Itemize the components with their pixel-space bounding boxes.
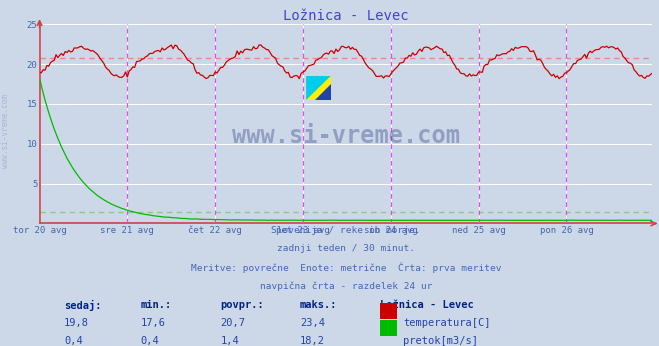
Text: 0,4: 0,4 bbox=[64, 336, 83, 346]
Bar bbox=[380, 303, 397, 319]
Text: Slovenija / reke in morje.: Slovenija / reke in morje. bbox=[272, 226, 420, 235]
Text: 23,4: 23,4 bbox=[300, 318, 325, 328]
Text: zadnji teden / 30 minut.: zadnji teden / 30 minut. bbox=[277, 244, 415, 253]
Text: sedaj:: sedaj: bbox=[64, 300, 101, 311]
Text: Ložnica - Levec: Ložnica - Levec bbox=[380, 300, 473, 310]
Text: pretok[m3/s]: pretok[m3/s] bbox=[403, 336, 478, 346]
Text: maks.:: maks.: bbox=[300, 300, 337, 310]
Text: navpična črta - razdelek 24 ur: navpična črta - razdelek 24 ur bbox=[260, 281, 432, 291]
Text: 17,6: 17,6 bbox=[140, 318, 165, 328]
Polygon shape bbox=[306, 76, 331, 100]
Text: 18,2: 18,2 bbox=[300, 336, 325, 346]
Text: min.:: min.: bbox=[140, 300, 172, 310]
Text: povpr.:: povpr.: bbox=[220, 300, 264, 310]
Bar bbox=[380, 320, 397, 336]
Text: 0,4: 0,4 bbox=[140, 336, 159, 346]
Text: 19,8: 19,8 bbox=[64, 318, 89, 328]
Text: www.si-vreme.com: www.si-vreme.com bbox=[232, 124, 460, 148]
Text: Meritve: povrečne  Enote: metrične  Črta: prva meritev: Meritve: povrečne Enote: metrične Črta: … bbox=[190, 263, 501, 273]
Text: temperatura[C]: temperatura[C] bbox=[403, 318, 490, 328]
Text: 20,7: 20,7 bbox=[220, 318, 245, 328]
Title: Ložnica - Levec: Ložnica - Levec bbox=[283, 9, 409, 23]
Polygon shape bbox=[316, 84, 331, 100]
Text: www.si-vreme.com: www.si-vreme.com bbox=[1, 94, 10, 169]
Text: 1,4: 1,4 bbox=[220, 336, 239, 346]
Polygon shape bbox=[306, 76, 331, 100]
